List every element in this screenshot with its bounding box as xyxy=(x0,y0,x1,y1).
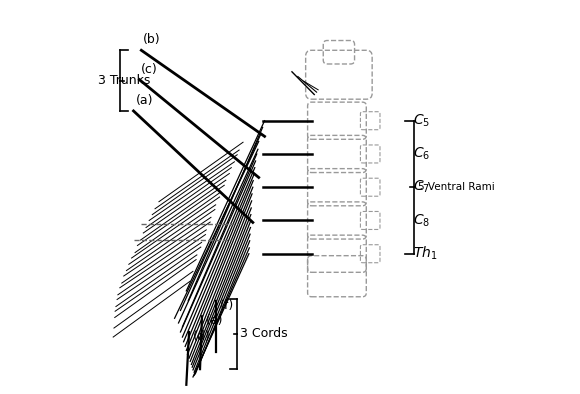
Text: $Th_1$: $Th_1$ xyxy=(413,245,438,262)
Text: $C_7$: $C_7$ xyxy=(413,179,430,195)
Text: (f): (f) xyxy=(220,299,234,312)
Text: $C_5$: $C_5$ xyxy=(413,113,430,129)
Text: (e): (e) xyxy=(206,314,223,327)
Text: $C_8$: $C_8$ xyxy=(413,212,430,229)
Text: 3 Trunks: 3 Trunks xyxy=(98,74,151,87)
Text: (b): (b) xyxy=(143,33,161,46)
Text: (c): (c) xyxy=(142,63,158,76)
Text: $C_6$: $C_6$ xyxy=(413,146,430,162)
Text: 3 Cords: 3 Cords xyxy=(240,327,288,340)
Text: (a): (a) xyxy=(136,94,153,107)
Text: (d): (d) xyxy=(193,330,211,343)
Text: 5 Ventral Rami: 5 Ventral Rami xyxy=(418,182,495,192)
